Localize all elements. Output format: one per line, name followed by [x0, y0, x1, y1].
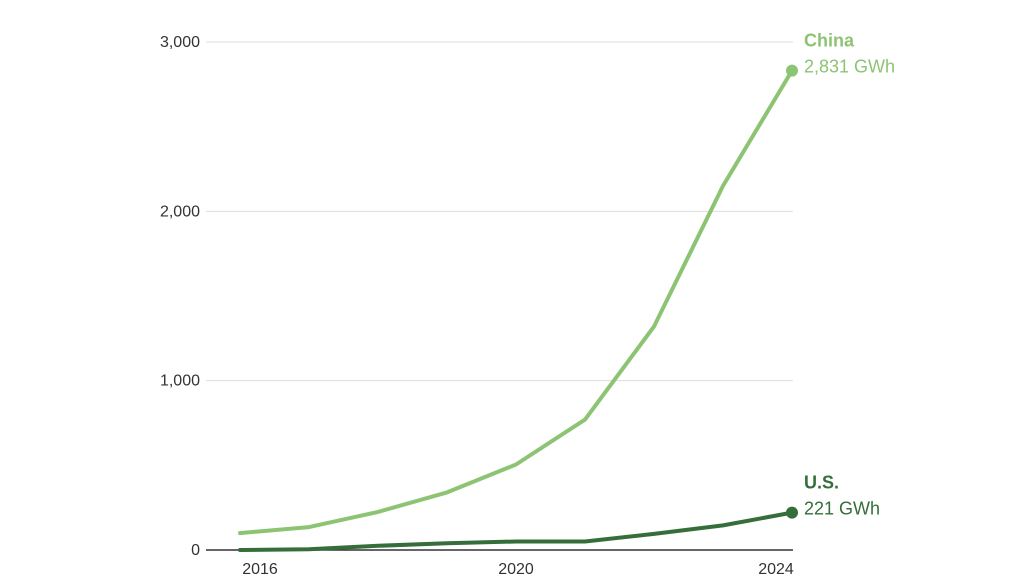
gridlines [206, 41, 793, 551]
y-tick-label-2000: 2,000 [160, 203, 200, 220]
series-name-us: U.S. [804, 473, 839, 493]
y-tick-label-3000: 3,000 [160, 34, 200, 51]
series-labels: China 2,831 GWh U.S. 221 GWh [804, 31, 895, 519]
series-value-us: 221 GWh [804, 499, 880, 519]
x-tick-label-2016: 2016 [242, 561, 278, 578]
series-value-china: 2,831 GWh [804, 57, 895, 77]
series-lines [238, 64, 798, 552]
x-tick-label-2020: 2020 [498, 561, 534, 578]
y-tick-label-1000: 1,000 [160, 373, 200, 390]
y-tick-label-0: 0 [191, 542, 200, 559]
series-line-us [238, 510, 794, 552]
x-axis-ticks: 2016 2020 2024 [242, 561, 794, 578]
end-point-us [786, 506, 798, 519]
series-name-china: China [804, 31, 855, 51]
end-point-china [786, 64, 798, 77]
series-line-china [238, 68, 794, 536]
y-axis-ticks: 0 1,000 2,000 3,000 [160, 34, 200, 559]
x-tick-label-2024: 2024 [758, 561, 794, 578]
